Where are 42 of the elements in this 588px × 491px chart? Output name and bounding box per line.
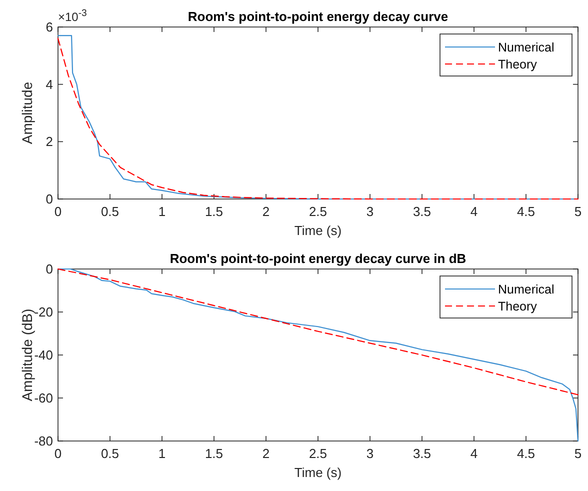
y-tick-label: 4 bbox=[46, 76, 53, 92]
legend-label: Theory bbox=[498, 58, 538, 72]
legend-label: Theory bbox=[498, 300, 538, 314]
x-tick-label: 0.5 bbox=[100, 204, 120, 219]
x-tick-label: 2.5 bbox=[308, 446, 328, 461]
y-tick-label: -40 bbox=[34, 348, 53, 362]
x-tick-label: 3.5 bbox=[412, 204, 432, 219]
y-tick-label: -60 bbox=[34, 390, 53, 406]
x-tick-label: 2.5 bbox=[308, 204, 328, 219]
x-tick-label: 5 bbox=[574, 204, 582, 219]
x-tick-label: 4 bbox=[470, 204, 478, 219]
x-tick-label: 1.5 bbox=[204, 446, 224, 461]
y-tick-label: 0 bbox=[46, 262, 53, 276]
chart-title: Room's point-to-point energy decay curve bbox=[188, 9, 448, 24]
y-tick-label: 0 bbox=[46, 192, 53, 206]
y-tick-label: 6 bbox=[46, 20, 53, 34]
x-axis-title: Time (s) bbox=[294, 465, 342, 480]
y-tick-label: -80 bbox=[34, 434, 53, 448]
x-tick-label: 5 bbox=[574, 446, 582, 461]
x-tick-label: 0.5 bbox=[100, 446, 120, 461]
x-tick-label: 2 bbox=[262, 446, 270, 461]
x-tick-label: 2 bbox=[262, 204, 270, 219]
x-tick-label: 1 bbox=[158, 204, 166, 219]
text: ×10$^{-3}$ bbox=[58, 8, 87, 24]
y-axis-title: Amplitude (dB) bbox=[19, 308, 35, 402]
legend-label: Numerical bbox=[498, 40, 554, 54]
y-axis-title: Amplitude bbox=[19, 82, 35, 144]
x-tick-label: 1.5 bbox=[204, 204, 224, 219]
x-tick-label: 4 bbox=[470, 446, 478, 461]
x-tick-label: 4.5 bbox=[516, 204, 536, 219]
chart-title: Room's point-to-point energy decay curve in dB bbox=[170, 251, 466, 266]
x-tick-label: 3 bbox=[366, 204, 374, 219]
x-tick-label: 3 bbox=[366, 446, 374, 461]
y-tick-label: 2 bbox=[46, 134, 53, 150]
legend-label: Numerical bbox=[498, 282, 554, 296]
x-tick-label: 3.5 bbox=[412, 446, 432, 461]
line-series bbox=[57, 268, 579, 442]
y-tick-label: -20 bbox=[34, 304, 53, 320]
x-tick-label: 1 bbox=[158, 446, 166, 461]
line-series bbox=[57, 268, 579, 396]
x-axis-title: Time (s) bbox=[294, 223, 342, 238]
x-tick-label: 4.5 bbox=[516, 446, 536, 461]
